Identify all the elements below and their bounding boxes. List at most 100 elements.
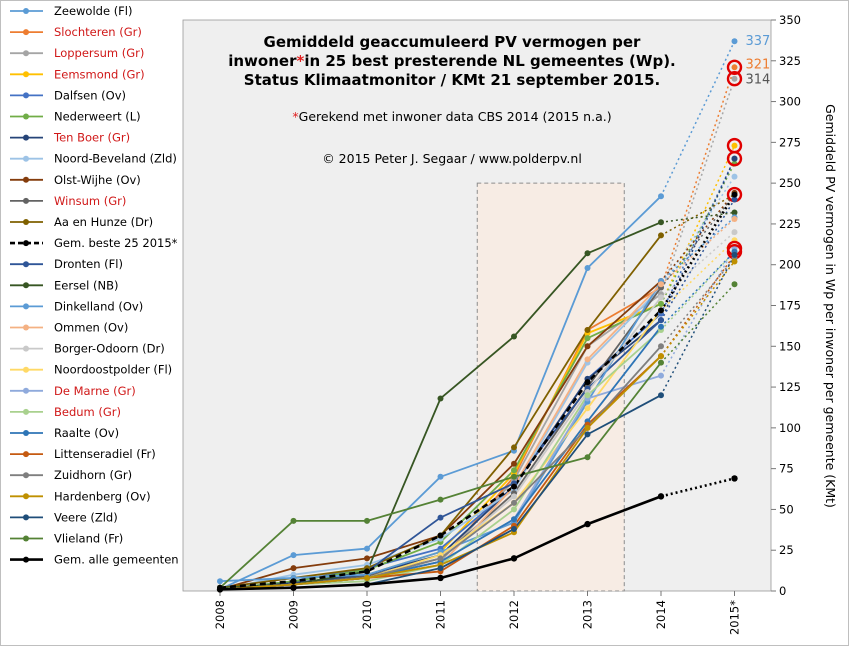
legend-item: Dronten (Fl)	[10, 257, 123, 271]
x-tick-label: 2008	[213, 600, 227, 629]
data-point	[437, 532, 444, 539]
series-projection-line	[660, 216, 735, 282]
legend-label: Vlieland (Fr)	[54, 532, 123, 546]
legend-label: Littenseradiel (Fr)	[54, 447, 156, 461]
data-point	[364, 574, 370, 581]
data-point	[658, 193, 664, 200]
data-point	[364, 545, 370, 552]
legend-label: Eersel (NB)	[54, 278, 118, 292]
y-tick-label: 50	[779, 502, 794, 516]
data-point	[511, 333, 517, 340]
data-point	[584, 424, 591, 431]
data-point	[510, 555, 518, 562]
legend-item: De Marne (Gr)	[10, 384, 136, 398]
end-value-label: 314	[746, 73, 771, 88]
data-point	[363, 581, 371, 588]
legend-swatch-marker	[23, 387, 29, 394]
data-point	[584, 356, 591, 363]
data-point	[511, 467, 517, 474]
data-point	[437, 514, 444, 521]
data-point	[290, 517, 297, 524]
legend-swatch-marker	[23, 366, 29, 373]
legend-item: Zeewolde (Fl)	[10, 4, 132, 18]
series-projection-line	[660, 40, 736, 197]
chart-title-line-2: inwoner*in 25 best presterende NL gemeen…	[228, 52, 676, 70]
data-point	[658, 317, 664, 324]
series-projection-line	[660, 67, 736, 288]
data-point	[584, 264, 591, 271]
data-point	[584, 392, 591, 399]
data-point	[658, 281, 664, 288]
x-tick-label: 2010	[360, 600, 374, 629]
end-value-label: 337	[746, 34, 771, 49]
legend-item: Nederweert (L)	[10, 110, 141, 124]
legend-item: Dalfsen (Ov)	[10, 88, 126, 102]
data-point	[731, 475, 738, 482]
end-value-label: 321	[746, 57, 771, 72]
legend-swatch-marker	[23, 155, 29, 162]
x-tick-label: 2012	[507, 600, 521, 629]
legend-swatch-marker	[23, 261, 29, 268]
y-tick-label: 150	[779, 339, 801, 353]
series-projection-line	[660, 193, 735, 237]
red-highlight-ring	[726, 59, 743, 76]
legend: Zeewolde (Fl) Slochteren (Gr) Loppersum (G…	[10, 4, 179, 567]
data-point	[584, 335, 591, 342]
data-point	[731, 155, 738, 162]
data-point	[437, 565, 444, 572]
data-point	[364, 568, 370, 575]
data-point	[584, 431, 591, 438]
legend-swatch-marker	[23, 535, 29, 542]
data-point	[511, 516, 517, 523]
data-point	[731, 209, 738, 216]
data-point	[657, 493, 665, 500]
legend-item: Ten Boer (Gr)	[10, 131, 130, 145]
legend-label: Veere (Zld)	[54, 510, 118, 524]
legend-item: Ommen (Ov)	[10, 321, 128, 335]
legend-item: Noordoostpolder (Fl)	[10, 363, 172, 377]
legend-label: Dalfsen (Ov)	[54, 88, 126, 102]
data-point	[658, 343, 664, 350]
x-tick-label: 2014	[654, 600, 668, 629]
data-point	[658, 353, 664, 360]
legend-label: Gem. beste 25 2015*	[54, 236, 178, 250]
y-tick-label: 250	[779, 176, 801, 190]
legend-label: Ommen (Ov)	[54, 321, 128, 335]
legend-item: Raalte (Ov)	[10, 426, 119, 440]
series-projection-line	[660, 211, 735, 224]
legend-label: Borger-Odoorn (Dr)	[54, 342, 165, 356]
series-projection-line	[660, 199, 736, 321]
series-projection-line	[660, 145, 736, 305]
legend-swatch-marker	[23, 71, 29, 78]
data-point	[731, 196, 738, 203]
legend-item: Bedum (Gr)	[10, 405, 121, 419]
legend-swatch-marker	[23, 134, 29, 141]
legend-label: Dinkelland (Ov)	[54, 299, 143, 313]
y-tick-label: 0	[779, 584, 786, 598]
legend-label: Ten Boer (Gr)	[53, 131, 130, 145]
data-point	[290, 578, 297, 585]
legend-item: Vlieland (Fr)	[10, 532, 123, 546]
legend-item: Dinkelland (Ov)	[10, 299, 143, 313]
legend-label: Olst-Wijhe (Ov)	[54, 173, 141, 187]
data-point	[731, 258, 738, 265]
data-point	[731, 216, 738, 223]
legend-label: Raalte (Ov)	[54, 426, 119, 440]
data-point	[437, 555, 444, 562]
legend-label: Gem. alle gemeenten	[54, 553, 179, 567]
legend-item: Zuidhorn (Gr)	[10, 468, 132, 482]
data-point	[731, 64, 738, 71]
series-projection-line	[660, 218, 735, 285]
data-point	[290, 565, 297, 572]
series-projection-line	[660, 254, 736, 396]
data-point	[731, 38, 738, 45]
x-tick-label: 2009	[287, 600, 301, 629]
chart-note: *Gerekend met inwoner data CBS 2014 (201…	[292, 109, 611, 124]
data-point	[511, 526, 517, 533]
data-point	[437, 574, 444, 582]
data-point	[216, 586, 224, 593]
legend-swatch-marker	[23, 556, 29, 563]
legend-label: Noordoostpolder (Fl)	[54, 363, 172, 377]
y-tick-label: 75	[779, 462, 794, 476]
